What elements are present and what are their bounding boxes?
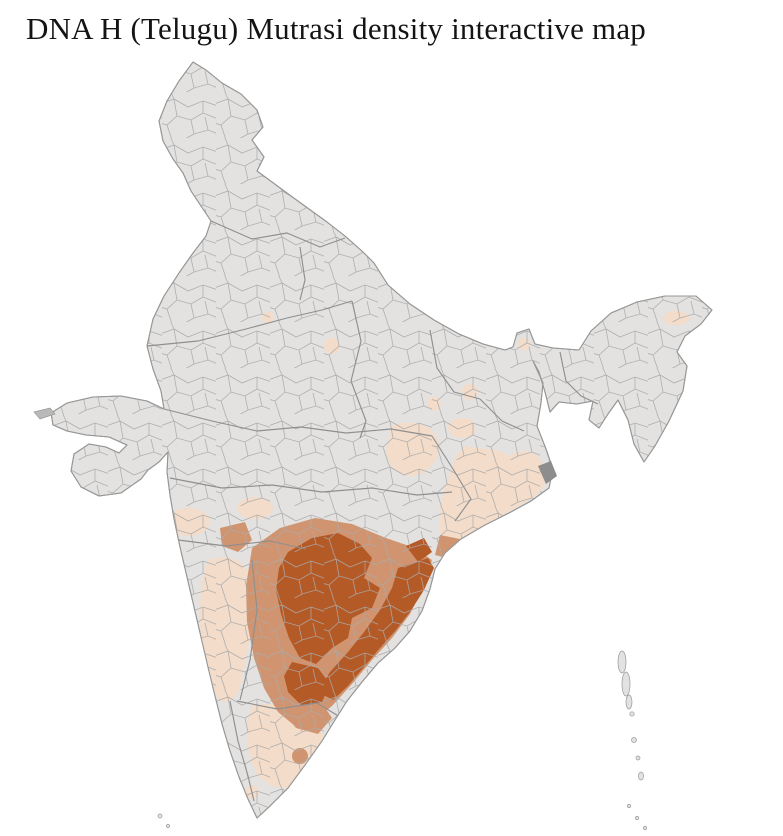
metro-dark-patch[interactable] (538, 461, 557, 484)
district-boundaries (51, 62, 712, 818)
andaman-nicobar-islands[interactable] (617, 650, 647, 830)
lakshadweep-islands (157, 813, 170, 828)
state-boundaries (146, 220, 599, 802)
kutch-islands (33, 407, 56, 420)
page-title: DNA H (Telugu) Mutrasi density interacti… (26, 11, 646, 46)
